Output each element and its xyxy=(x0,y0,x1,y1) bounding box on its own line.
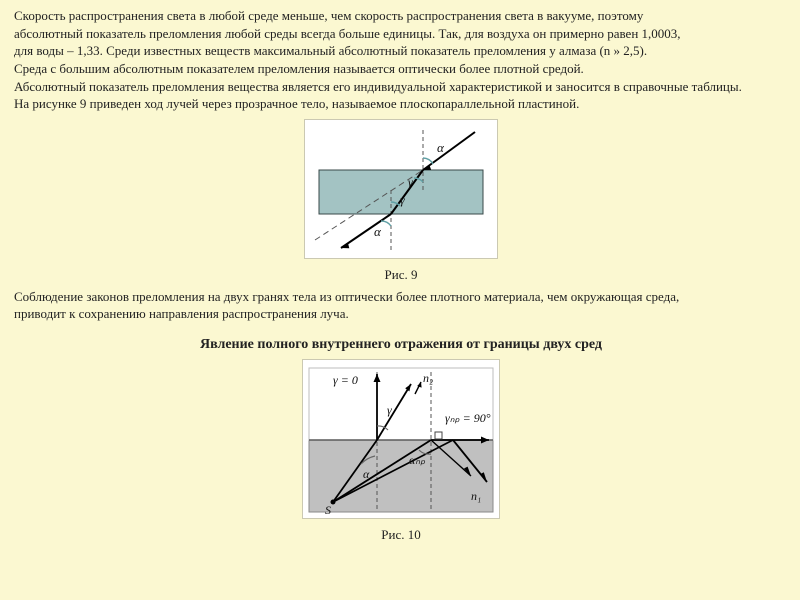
svg-text:αₙₚ: αₙₚ xyxy=(409,453,426,467)
para1-line: На рисунке 9 приведен ход лучей через пр… xyxy=(14,96,788,113)
paragraph-1: Скорость распространения света в любой с… xyxy=(14,8,788,113)
fig10-caption: Рис. 10 xyxy=(14,527,788,543)
para1-line: Скорость распространения света в любой с… xyxy=(14,8,788,25)
paragraph-2: Соблюдение законов преломления на двух г… xyxy=(14,289,788,323)
para1-line: Абсолютный показатель преломления вещест… xyxy=(14,79,788,96)
svg-text:S: S xyxy=(325,503,331,517)
para1-line: для воды – 1,33. Среди известных веществ… xyxy=(14,43,788,60)
para1-line: Среда с большим абсолютным показателем п… xyxy=(14,61,788,78)
figure-10: S xyxy=(14,359,788,523)
figure-9: α γ γ α xyxy=(14,119,788,263)
svg-text:γ: γ xyxy=(400,193,405,207)
svg-text:γ: γ xyxy=(387,403,392,417)
svg-text:α: α xyxy=(437,140,445,155)
svg-text:γ = 0: γ = 0 xyxy=(333,373,358,387)
svg-text:α: α xyxy=(363,467,370,481)
svg-text:γ: γ xyxy=(408,175,413,189)
fig9-svg: α γ γ α xyxy=(304,119,498,259)
svg-text:γₙₚ = 90°: γₙₚ = 90° xyxy=(445,411,491,425)
para2-line: приводит к сохранению направления распро… xyxy=(14,306,788,323)
svg-text:α: α xyxy=(374,224,382,239)
section-heading: Явление полного внутреннего отражения от… xyxy=(14,337,788,353)
svg-text:n₂: n₂ xyxy=(423,371,433,385)
svg-text:n₁: n₁ xyxy=(471,489,481,503)
para2-line: Соблюдение законов преломления на двух г… xyxy=(14,289,788,306)
fig10-svg: S xyxy=(302,359,500,519)
para1-line: абсолютный показатель преломления любой … xyxy=(14,26,788,43)
fig9-caption: Рис. 9 xyxy=(14,267,788,283)
